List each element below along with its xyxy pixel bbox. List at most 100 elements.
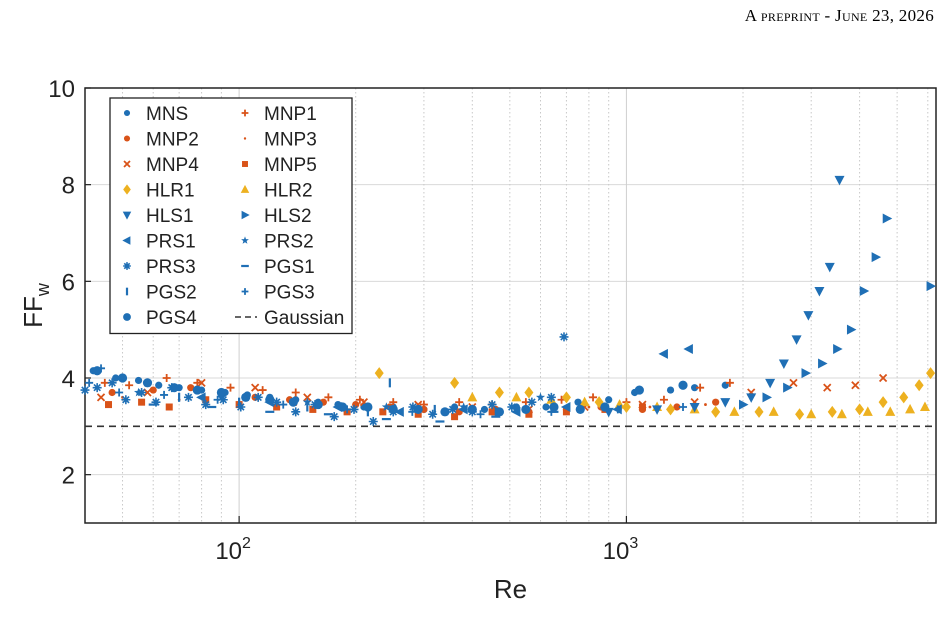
legend-item-pgs3: PGS3 [241,283,315,304]
data-point [459,402,469,411]
data-point [778,359,789,369]
data-point [125,381,134,390]
legend-label: HLS1 [146,206,194,227]
data-point [480,405,489,414]
data-point [121,395,131,405]
data-point [363,402,373,412]
data-point [476,410,485,419]
legend-label: MNP3 [264,130,317,151]
data-point [258,386,267,395]
data-point [451,413,459,421]
y-tick-label: 8 [62,173,75,200]
data-point [414,410,422,418]
data-point [467,391,478,402]
data-point [652,405,663,415]
data-point [105,401,113,409]
legend-item-pgs2: PGS2 [125,283,197,304]
data-point [575,404,585,415]
data-point [818,358,828,369]
data-point [511,391,522,402]
data-point [634,385,644,395]
data-point [605,396,613,404]
data-point [789,378,798,387]
x-tick-exponent: 3 [629,535,638,552]
data-point [279,400,288,409]
legend-item-hlr1: HLR1 [123,181,195,202]
data-point [100,378,109,387]
data-point [783,382,793,393]
data-point [673,403,681,411]
legend-swatch [243,137,247,140]
legend-item-hls1: HLS1 [122,206,194,227]
data-point [919,401,930,411]
data-point [202,396,210,404]
data-point [666,403,676,416]
data-point [729,406,740,416]
header-text: A preprint - June 23, 2026 [744,6,934,25]
data-point [803,311,814,321]
x-axis-label: Re [494,574,527,604]
data-point [388,404,398,415]
data-point [302,397,312,407]
data-point [349,404,359,414]
data-point [291,388,300,397]
data-point [659,395,668,404]
data-point [521,404,531,415]
data-point [253,392,263,402]
page-header: A preprint - June 23, 2026 [745,6,934,26]
x-tick-exponent: 2 [242,535,251,552]
data-point [448,404,458,414]
data-point [878,396,888,409]
data-point [679,403,688,411]
data-point [683,344,693,354]
legend-label: PGS3 [264,283,315,304]
data-point [871,252,882,263]
legend-item-mnp5: MNP5 [242,155,317,176]
legend-item-mnp2: MNP2 [123,130,199,151]
y-tick-labels: 2 4 6 8 10 [48,76,75,490]
data-point [878,373,888,383]
data-point [155,381,163,389]
y-tick-label: 10 [48,76,75,103]
data-point [440,407,450,417]
legend-item-pgs4: PGS4 [123,308,197,329]
data-point [183,392,193,402]
data-point [574,398,582,406]
data-point [696,383,705,392]
data-point [413,404,423,415]
data-point [814,287,825,297]
data-point [85,378,94,387]
data-point [272,397,282,407]
data-point [108,388,116,397]
series-hls2 [739,213,937,410]
data-point [791,335,802,345]
data-point [560,402,571,412]
data-point [862,406,873,416]
data-point [739,399,749,410]
data-point [134,376,143,385]
data-point [92,383,102,393]
legend-label: MNP1 [264,104,317,125]
y-axis-label-subscript: w [33,282,53,297]
data-point [589,393,598,402]
legend-label: HLS2 [264,206,312,227]
legend-item-prs3: PRS3 [123,257,196,278]
data-point [527,397,537,407]
data-point [251,383,260,392]
data-point [226,383,235,392]
data-point [291,407,301,417]
legend-swatch [123,135,131,142]
data-point [162,374,171,382]
legend-label: PGS2 [146,283,197,304]
data-point [525,410,533,418]
data-point [160,390,169,399]
data-point [704,403,707,406]
data-point [621,401,631,413]
data-point [117,373,128,383]
legend-swatch [241,109,249,117]
legend-label: MNS [146,104,188,125]
data-point [138,398,146,406]
data-point [488,408,496,416]
data-point [428,409,438,419]
